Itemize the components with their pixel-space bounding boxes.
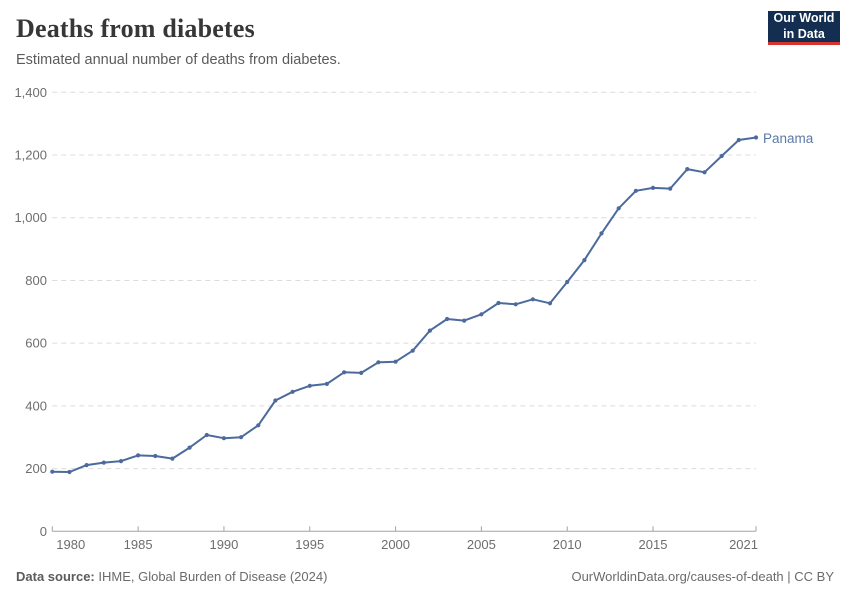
x-tick-label: 1990 xyxy=(209,537,238,552)
data-point xyxy=(221,436,226,441)
x-tick-label: 2021 xyxy=(729,537,758,552)
data-point xyxy=(530,297,536,302)
chart-subtitle: Estimated annual number of deaths from d… xyxy=(16,52,341,68)
series-layer xyxy=(50,135,759,475)
data-point xyxy=(67,469,72,475)
data-point xyxy=(239,435,244,440)
footer-link[interactable]: OurWorldinData.org/causes-of-death | CC … xyxy=(571,569,834,584)
data-point xyxy=(445,316,450,322)
owid-logo-line2: in Data xyxy=(783,26,825,41)
data-source: Data source: IHME, Global Burden of Dise… xyxy=(16,569,327,584)
owid-logo-line1: Our World xyxy=(773,10,835,25)
y-tick-label: 1,400 xyxy=(14,85,47,100)
data-point xyxy=(136,453,141,458)
x-tick-label: 2005 xyxy=(467,537,496,552)
data-point xyxy=(582,258,587,263)
y-tick-label: 1,200 xyxy=(14,148,47,163)
data-point xyxy=(427,328,432,333)
data-point xyxy=(359,370,364,375)
owid-logo-text: Our World in Data xyxy=(774,11,835,43)
data-point xyxy=(204,432,209,438)
data-point xyxy=(496,300,501,306)
data-point xyxy=(702,170,707,175)
data-source-label: Data source: xyxy=(16,569,95,584)
data-point xyxy=(393,359,398,364)
data-point xyxy=(736,137,741,143)
x-tick-label: 1985 xyxy=(124,537,153,552)
data-point xyxy=(256,423,261,428)
y-tick-label: 200 xyxy=(25,461,47,476)
data-point xyxy=(153,453,158,459)
data-point xyxy=(342,370,347,375)
y-tick-label: 400 xyxy=(25,398,47,413)
y-tick-label: 0 xyxy=(40,524,47,539)
data-source-text: IHME, Global Burden of Disease (2024) xyxy=(94,569,328,584)
data-point xyxy=(668,186,673,191)
data-point xyxy=(273,398,278,403)
data-point xyxy=(118,459,124,464)
x-tick-label: 1980 xyxy=(56,537,85,552)
grid-layer: 0 200 400 600 800 1,000 1,200 1,400 xyxy=(14,85,756,539)
data-point xyxy=(753,135,759,140)
data-point xyxy=(187,445,192,450)
data-point xyxy=(462,318,467,323)
data-point xyxy=(290,389,295,394)
data-point xyxy=(324,381,329,386)
data-point xyxy=(650,185,656,190)
data-point xyxy=(599,231,604,236)
y-tick-label: 1,000 xyxy=(14,210,47,225)
x-tick-label: 2015 xyxy=(639,537,668,552)
page-title: Deaths from diabetes xyxy=(16,14,255,43)
data-point xyxy=(170,456,175,461)
x-tick-label: 1995 xyxy=(295,537,324,552)
data-point xyxy=(50,469,55,474)
x-tick-label: 2010 xyxy=(553,537,582,552)
x-tick-label: 2000 xyxy=(381,537,410,552)
data-point xyxy=(101,460,106,465)
series-line xyxy=(51,136,757,473)
data-point xyxy=(479,312,484,317)
y-tick-label: 800 xyxy=(25,273,47,288)
entity-label[interactable]: Panama xyxy=(763,131,814,146)
data-point xyxy=(513,302,518,307)
x-axis: 1980 1985 1990 1995 2000 2005 2010 2015 2021 xyxy=(51,526,758,552)
data-point xyxy=(616,206,621,211)
y-tick-label: 600 xyxy=(25,336,47,351)
data-point xyxy=(565,279,570,285)
data-point xyxy=(307,383,312,388)
chart-footer: Data source: IHME, Global Burden of Dise… xyxy=(16,569,834,584)
data-point xyxy=(547,301,553,306)
data-point xyxy=(410,348,415,353)
data-point xyxy=(633,188,639,193)
data-point xyxy=(376,360,381,365)
owid-logo[interactable]: Our World in Data xyxy=(768,11,840,45)
data-point xyxy=(685,167,690,172)
data-point xyxy=(719,153,724,159)
data-point xyxy=(84,463,89,468)
